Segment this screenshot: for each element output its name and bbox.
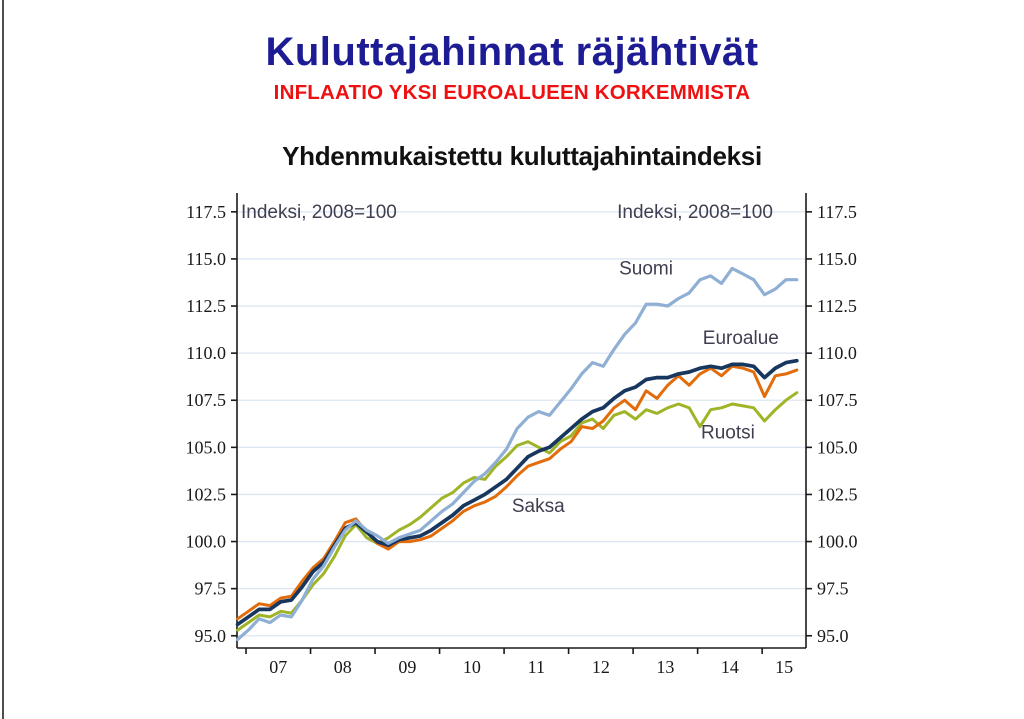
gridlines bbox=[237, 211, 806, 637]
left-border-line bbox=[2, 0, 4, 719]
unit-labels: Indeksi, 2008=100 Indeksi, 2008=100 bbox=[241, 202, 773, 223]
svg-text:117.5: 117.5 bbox=[817, 202, 857, 222]
svg-text:12: 12 bbox=[592, 657, 610, 677]
svg-text:107.5: 107.5 bbox=[186, 390, 227, 410]
svg-text:107.5: 107.5 bbox=[817, 390, 858, 410]
svg-text:115.0: 115.0 bbox=[817, 249, 857, 269]
svg-text:14: 14 bbox=[721, 657, 739, 677]
svg-text:110.0: 110.0 bbox=[186, 343, 226, 363]
y-axis-labels: 95.0 95.0 97.5 97.5 100.0 100.0 102.5 102.5 105.… bbox=[186, 202, 858, 646]
svg-text:112.5: 112.5 bbox=[817, 296, 857, 316]
series-labels: Ruotsi Saksa Euroalue Suomi bbox=[512, 258, 779, 516]
series-line-ruotsi bbox=[236, 391, 799, 632]
svg-text:100.0: 100.0 bbox=[817, 532, 858, 552]
series-line-saksa bbox=[236, 364, 799, 621]
svg-text:102.5: 102.5 bbox=[186, 484, 227, 504]
svg-text:09: 09 bbox=[398, 657, 416, 677]
unit-label-right: Indeksi, 2008=100 bbox=[617, 202, 773, 223]
unit-label-left: Indeksi, 2008=100 bbox=[241, 202, 397, 223]
svg-text:105.0: 105.0 bbox=[817, 437, 858, 457]
svg-text:110.0: 110.0 bbox=[817, 343, 857, 363]
x-axis-labels: 07 08 09 10 11 12 13 14 15 bbox=[269, 657, 793, 677]
svg-text:15: 15 bbox=[775, 657, 793, 677]
series-line-suomi bbox=[236, 266, 799, 642]
series-label-suomi: Suomi bbox=[619, 258, 673, 279]
svg-text:112.5: 112.5 bbox=[186, 296, 226, 316]
svg-text:105.0: 105.0 bbox=[186, 437, 227, 457]
series-label-ruotsi: Ruotsi bbox=[701, 422, 755, 443]
series-label-saksa: Saksa bbox=[512, 496, 565, 517]
svg-text:95.0: 95.0 bbox=[817, 626, 849, 646]
svg-text:13: 13 bbox=[656, 657, 674, 677]
page-subtitle: INFLAATIO YKSI EUROALUEEN KORKEMMISTA bbox=[273, 81, 751, 104]
axes bbox=[236, 193, 807, 649]
svg-text:11: 11 bbox=[528, 657, 545, 677]
svg-text:95.0: 95.0 bbox=[195, 626, 227, 646]
svg-text:08: 08 bbox=[334, 657, 352, 677]
svg-text:100.0: 100.0 bbox=[186, 532, 227, 552]
axis-ticks bbox=[231, 211, 812, 654]
svg-text:115.0: 115.0 bbox=[186, 249, 226, 269]
series-lines bbox=[235, 266, 799, 642]
svg-text:97.5: 97.5 bbox=[195, 579, 227, 599]
svg-text:07: 07 bbox=[269, 657, 287, 677]
page-title: Kuluttajahinnat räjähtivät bbox=[265, 30, 759, 74]
svg-text:102.5: 102.5 bbox=[817, 484, 858, 504]
chart-title: Yhdenmukaistettu kuluttajahintaindeksi bbox=[282, 141, 762, 171]
svg-text:117.5: 117.5 bbox=[186, 202, 226, 222]
svg-text:97.5: 97.5 bbox=[817, 579, 849, 599]
series-label-euroalue: Euroalue bbox=[703, 328, 779, 349]
svg-text:10: 10 bbox=[463, 657, 481, 677]
